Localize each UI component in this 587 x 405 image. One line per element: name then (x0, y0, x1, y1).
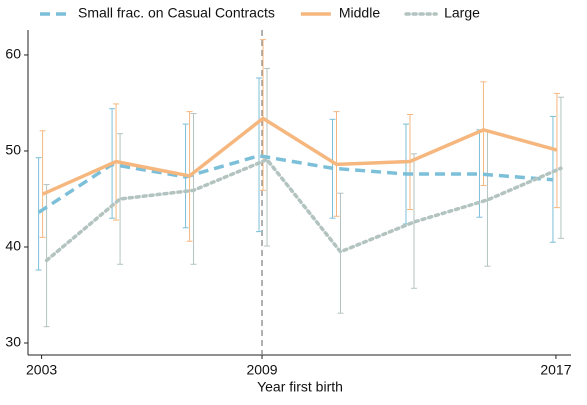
y-tick-label: 50 (5, 142, 21, 158)
series-line (37, 153, 554, 214)
x-tick-label: 2009 (246, 362, 277, 378)
legend-label: Middle (339, 5, 380, 21)
x-tick-label: 2017 (540, 362, 571, 378)
series-line (44, 157, 563, 263)
y-tick-label: 30 (5, 334, 21, 350)
legend-label: Small frac. on Casual Contracts (78, 5, 275, 21)
x-tick-label: 2003 (26, 362, 57, 378)
y-tick-label: 40 (5, 238, 21, 254)
y-tick-label: 60 (5, 46, 21, 62)
x-axis-label: Year first birth (257, 379, 343, 395)
legend-label: Large (444, 5, 480, 21)
series-line (41, 116, 558, 196)
